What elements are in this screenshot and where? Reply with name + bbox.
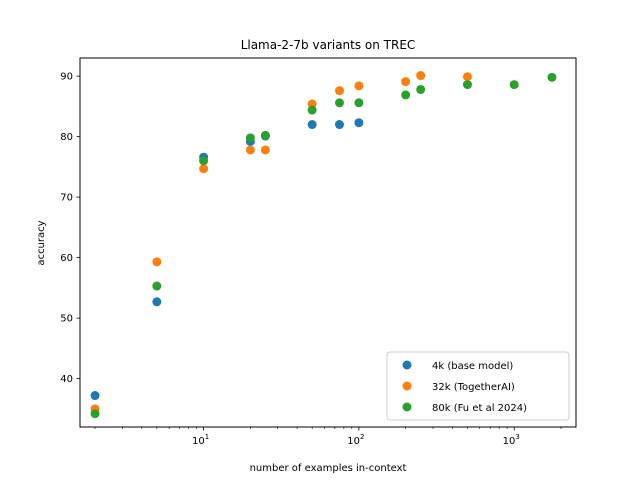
data-point-series-3 <box>199 156 209 166</box>
y-tick-label: 60 <box>60 253 73 264</box>
data-point-series-3 <box>334 98 344 108</box>
data-point-series-2 <box>354 81 364 91</box>
y-tick-label: 90 <box>60 72 73 83</box>
legend-label: 80k (Fu et al 2024) <box>432 403 527 414</box>
legend: 4k (base model) 32k (TogetherAI) 80k (Fu e… <box>386 351 570 421</box>
data-point-series-3 <box>416 84 426 94</box>
y-tick-label: 40 <box>60 374 73 385</box>
legend-label: 32k (TogetherAI) <box>432 382 515 393</box>
legend-marker <box>402 402 412 412</box>
data-point-series-1 <box>307 120 317 130</box>
data-point-series-2 <box>416 71 426 81</box>
legend-marker <box>402 381 412 391</box>
y-tick-label: 80 <box>60 132 73 143</box>
data-point-series-1 <box>90 391 100 401</box>
data-point-series-2 <box>199 164 209 174</box>
legend-box <box>386 351 570 421</box>
plot-frame <box>79 57 577 428</box>
data-point-series-3 <box>152 281 162 291</box>
y-tick-label: 70 <box>60 193 73 204</box>
data-point-series-2 <box>260 145 270 155</box>
data-point-series-2 <box>152 257 162 267</box>
data-point-series-3 <box>462 80 472 90</box>
data-point-series-2 <box>245 145 255 155</box>
data-point-series-3 <box>307 105 317 115</box>
data-point-series-1 <box>354 118 364 128</box>
data-point-series-1 <box>152 297 162 307</box>
data-point-series-3 <box>260 130 270 140</box>
data-point-series-3 <box>245 133 255 143</box>
chart-title: Llama-2-7b variants on TREC <box>241 38 416 52</box>
legend-marker <box>402 360 412 370</box>
data-point-series-3 <box>509 80 519 90</box>
data-point-series-3 <box>547 72 557 82</box>
data-points <box>90 71 557 419</box>
data-point-series-2 <box>401 77 411 87</box>
x-axis-label: number of examples in-context <box>250 463 407 474</box>
legend-label: 4k (base model) <box>432 361 513 372</box>
y-axis-label: accuracy <box>36 220 47 265</box>
data-point-series-2 <box>334 86 344 96</box>
data-point-series-1 <box>334 120 344 130</box>
data-point-series-3 <box>354 98 364 108</box>
data-point-series-3 <box>401 90 411 100</box>
data-point-series-2 <box>462 72 472 82</box>
y-tick-label: 50 <box>60 314 73 325</box>
data-point-series-3 <box>90 409 100 419</box>
